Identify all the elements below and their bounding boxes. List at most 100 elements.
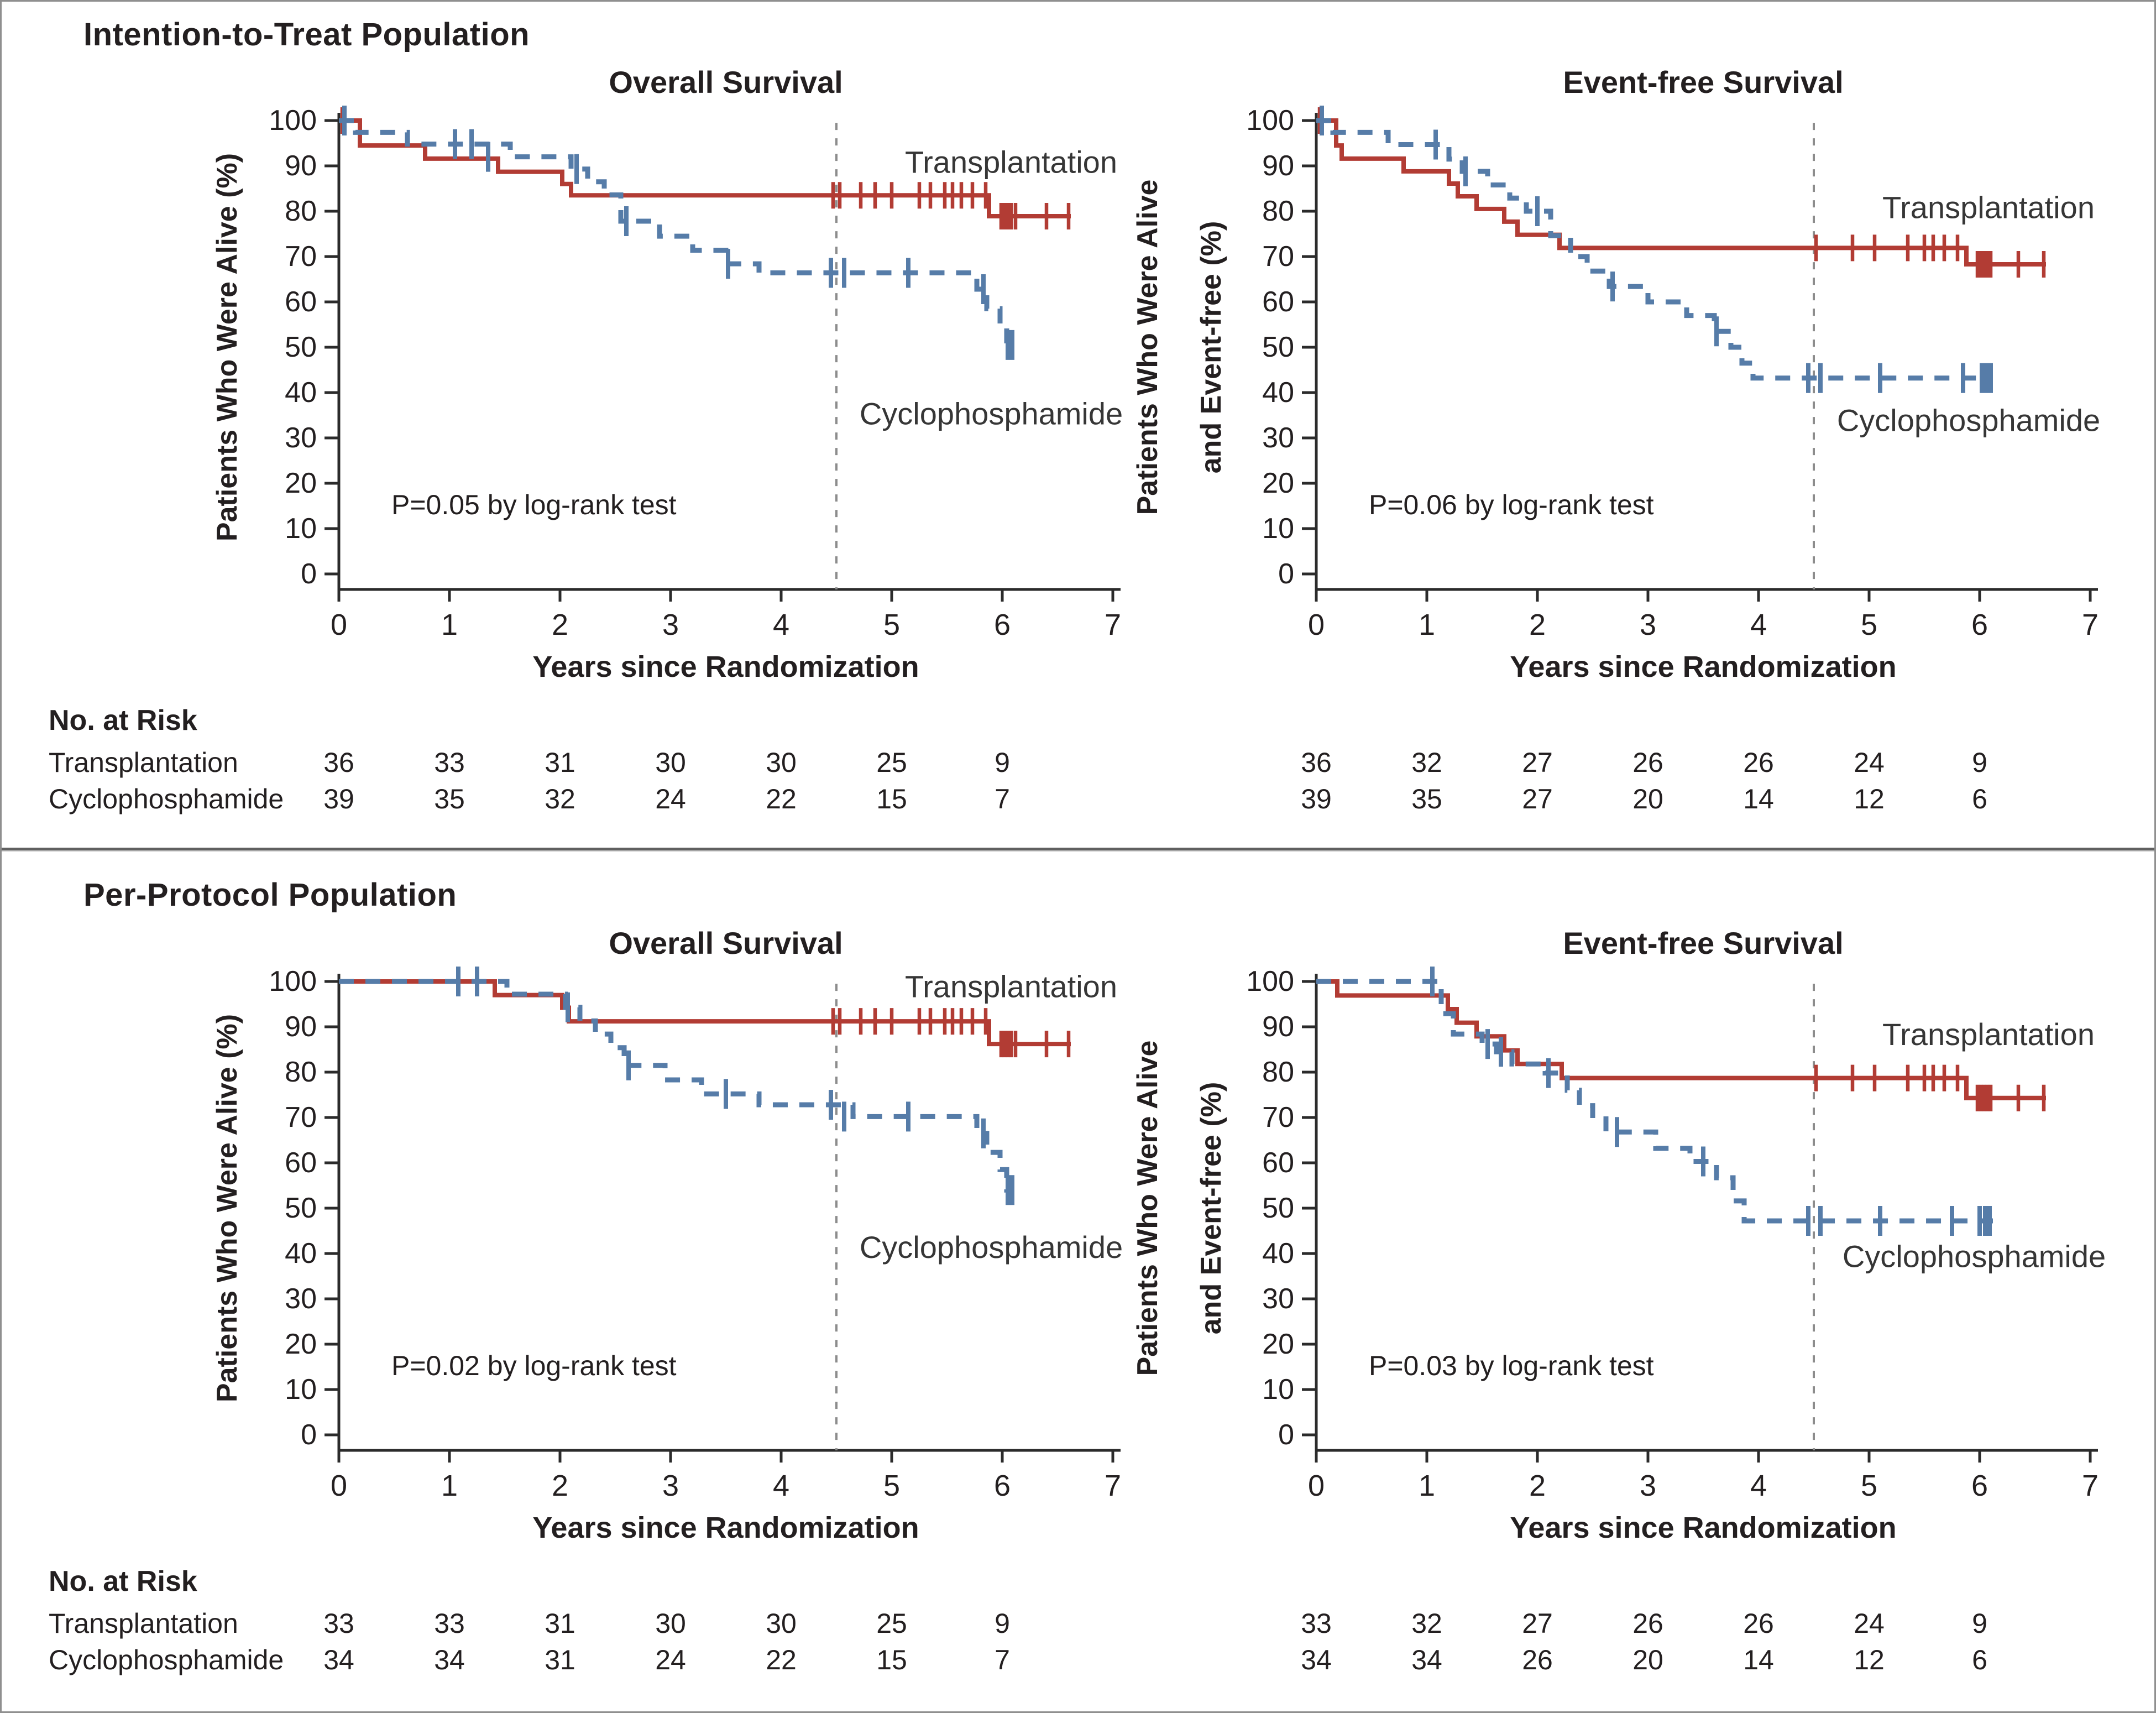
p-value-label: P=0.03 by log-rank test bbox=[1369, 1350, 1654, 1381]
y-tick-label: 70 bbox=[1262, 241, 1294, 273]
curve-label-cyclophosphamide: Cyclophosphamide bbox=[860, 1230, 1123, 1265]
x-tick-label: 7 bbox=[2082, 608, 2099, 641]
section-divider bbox=[2, 848, 2154, 850]
risk-title: No. at Risk bbox=[49, 1565, 197, 1597]
y-tick-label: 100 bbox=[1246, 965, 1294, 997]
panel-title: Event-free Survival bbox=[1563, 65, 1843, 100]
risk-value: 14 bbox=[1743, 784, 1774, 814]
x-tick-label: 7 bbox=[1105, 608, 1121, 641]
risk-value: 9 bbox=[1972, 1608, 1987, 1639]
y-tick-label: 0 bbox=[1278, 558, 1294, 590]
section-header-per-protocol: Per-Protocol Population bbox=[83, 877, 457, 913]
risk-value: 6 bbox=[1972, 784, 1987, 814]
panel-title: Event-free Survival bbox=[1563, 926, 1843, 960]
x-tick-label: 2 bbox=[552, 1469, 568, 1502]
risk-value: 26 bbox=[1632, 747, 1663, 778]
risk-value: 25 bbox=[876, 747, 907, 778]
risk-value: 26 bbox=[1522, 1644, 1553, 1675]
risk-value: 7 bbox=[995, 1644, 1010, 1675]
x-tick-label: 6 bbox=[994, 608, 1011, 641]
y-tick-label: 90 bbox=[285, 150, 317, 182]
cyclophosphamide-curve bbox=[339, 118, 1013, 348]
x-tick-label: 1 bbox=[441, 608, 458, 641]
y-tick-label: 80 bbox=[1262, 1056, 1294, 1088]
risk-value: 15 bbox=[876, 784, 907, 814]
y-tick-label: 40 bbox=[1262, 1237, 1294, 1270]
x-tick-label: 5 bbox=[1861, 1469, 1877, 1502]
y-tick-label: 10 bbox=[285, 513, 317, 545]
y-axis-label: Patients Who Were Alive (%) bbox=[211, 153, 243, 541]
risk-value: 30 bbox=[655, 1608, 686, 1639]
x-tick-label: 4 bbox=[773, 608, 789, 641]
x-axis-label: Years since Randomization bbox=[532, 1511, 919, 1544]
risk-value: 24 bbox=[655, 784, 686, 814]
y-tick-label: 100 bbox=[269, 965, 317, 997]
risk-value: 9 bbox=[1972, 747, 1987, 778]
x-tick-label: 3 bbox=[1640, 608, 1656, 641]
risk-value: 27 bbox=[1522, 747, 1553, 778]
y-axis-label: Patients Who Were Alive bbox=[1132, 180, 1164, 515]
x-tick-label: 6 bbox=[1971, 1469, 1988, 1502]
y-axis-label: Patients Who Were Alive bbox=[1132, 1041, 1164, 1376]
y-tick-label: 60 bbox=[285, 1147, 317, 1179]
x-tick-label: 2 bbox=[552, 608, 568, 641]
y-tick-label: 30 bbox=[1262, 422, 1294, 454]
x-tick-label: 0 bbox=[1308, 608, 1325, 641]
curve-label-transplantation: Transplantation bbox=[1882, 190, 2095, 224]
risk-value: 33 bbox=[434, 1608, 465, 1639]
y-tick-label: 20 bbox=[1262, 467, 1294, 499]
risk-value: 35 bbox=[1411, 784, 1442, 814]
risk-value: 22 bbox=[766, 784, 797, 814]
x-tick-label: 3 bbox=[662, 608, 679, 641]
curve-label-transplantation: Transplantation bbox=[905, 144, 1117, 179]
y-tick-label: 0 bbox=[1278, 1419, 1294, 1451]
y-tick-label: 70 bbox=[285, 1101, 317, 1134]
y-tick-label: 40 bbox=[1262, 377, 1294, 409]
risk-value: 36 bbox=[323, 747, 354, 778]
risk-value: 39 bbox=[1301, 784, 1332, 814]
risk-value: 33 bbox=[1301, 1608, 1332, 1639]
y-tick-label: 50 bbox=[1262, 331, 1294, 363]
section-divider-highlight bbox=[2, 850, 2154, 852]
cyclophosphamide-curve bbox=[339, 979, 1013, 1193]
risk-value: 24 bbox=[1854, 1608, 1885, 1639]
curve-label-cyclophosphamide: Cyclophosphamide bbox=[860, 396, 1123, 431]
risk-value: 34 bbox=[1411, 1644, 1442, 1675]
curve-label-cyclophosphamide: Cyclophosphamide bbox=[1837, 403, 2100, 438]
risk-value: 39 bbox=[323, 784, 354, 814]
x-tick-label: 1 bbox=[1419, 1469, 1435, 1502]
risk-value: 27 bbox=[1522, 784, 1553, 814]
y-tick-label: 0 bbox=[301, 1419, 317, 1451]
y-tick-label: 50 bbox=[285, 1192, 317, 1224]
risk-value: 31 bbox=[545, 1644, 575, 1675]
x-tick-label: 0 bbox=[331, 608, 347, 641]
risk-value: 24 bbox=[655, 1644, 686, 1675]
x-axis-label: Years since Randomization bbox=[1510, 1511, 1896, 1544]
y-tick-label: 10 bbox=[1262, 513, 1294, 545]
y-tick-label: 30 bbox=[285, 1283, 317, 1315]
x-tick-label: 2 bbox=[1529, 608, 1546, 641]
y-tick-label: 60 bbox=[285, 286, 317, 318]
risk-value: 12 bbox=[1854, 1644, 1885, 1675]
risk-value: 15 bbox=[876, 1644, 907, 1675]
y-tick-label: 90 bbox=[285, 1011, 317, 1043]
p-value-label: P=0.05 by log-rank test bbox=[391, 489, 677, 520]
y-tick-label: 60 bbox=[1262, 286, 1294, 318]
risk-value: 20 bbox=[1632, 784, 1663, 814]
x-tick-label: 5 bbox=[1861, 608, 1877, 641]
risk-value: 30 bbox=[766, 747, 797, 778]
y-tick-label: 0 bbox=[301, 558, 317, 590]
y-tick-label: 50 bbox=[1262, 1192, 1294, 1224]
y-tick-label: 10 bbox=[1262, 1373, 1294, 1406]
risk-title: No. at Risk bbox=[49, 704, 197, 737]
x-tick-label: 4 bbox=[1750, 608, 1767, 641]
x-tick-label: 0 bbox=[331, 1469, 347, 1502]
risk-value: 25 bbox=[876, 1608, 907, 1639]
risk-value: 26 bbox=[1743, 1608, 1774, 1639]
risk-value: 32 bbox=[1411, 747, 1442, 778]
risk-value: 30 bbox=[766, 1608, 797, 1639]
x-tick-label: 3 bbox=[1640, 1469, 1656, 1502]
